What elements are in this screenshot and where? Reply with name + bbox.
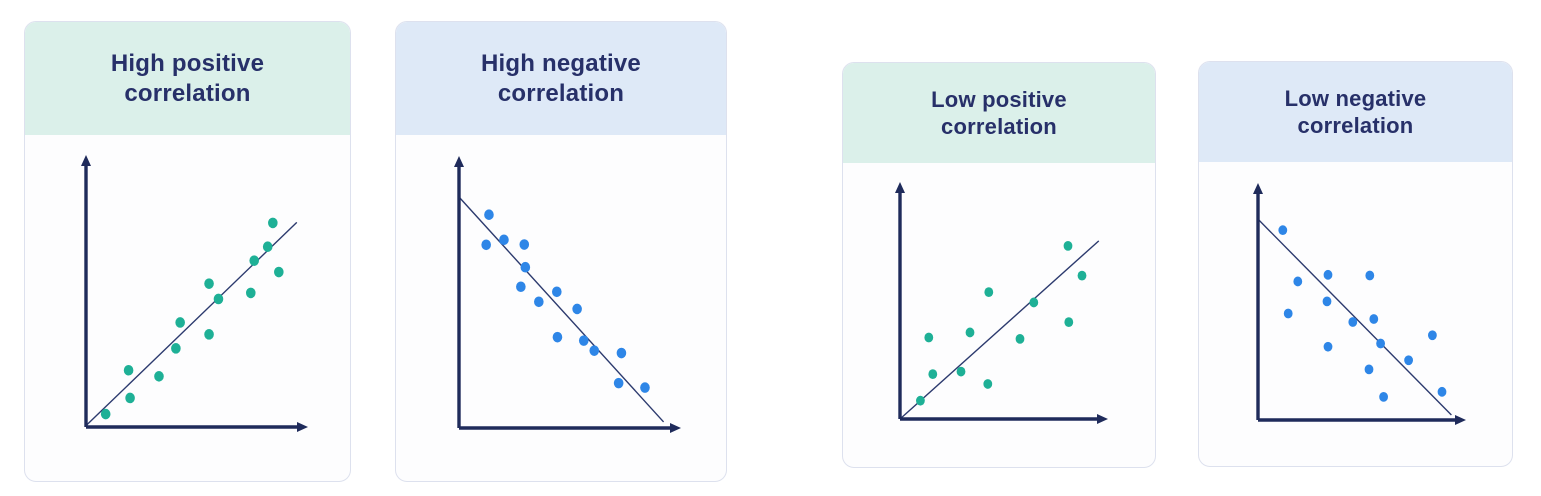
scatter-dot bbox=[481, 239, 491, 251]
scatter-dot bbox=[1322, 296, 1332, 307]
scatter-dot bbox=[100, 408, 111, 420]
scatter-dot bbox=[249, 255, 260, 266]
scatter-dot bbox=[1278, 225, 1288, 236]
trend-line bbox=[899, 240, 1100, 420]
scatter-dot bbox=[1376, 338, 1385, 349]
trend-line bbox=[458, 196, 665, 423]
scatter-dot bbox=[175, 317, 185, 328]
card-body bbox=[25, 135, 350, 481]
scatter-dot bbox=[956, 366, 966, 377]
scatter-dot bbox=[213, 293, 224, 305]
scatter-dot bbox=[1428, 330, 1437, 341]
scatter-dot bbox=[640, 382, 650, 393]
card-header-high-positive: High positive correlation bbox=[25, 22, 350, 135]
scatter-dot bbox=[154, 371, 164, 382]
scatter-chart-high-negative bbox=[454, 156, 681, 433]
card-high-positive-correlation: High positive correlation bbox=[24, 21, 351, 482]
y-axis-arrow-icon bbox=[81, 155, 91, 166]
scatter-dot bbox=[1379, 391, 1388, 402]
scatter-dot bbox=[589, 345, 600, 356]
scatter-dot bbox=[204, 278, 214, 289]
scatter-dot bbox=[520, 261, 531, 273]
scatter-chart-low-negative bbox=[1253, 183, 1466, 425]
card-title: Low positive correlation bbox=[931, 86, 1067, 140]
scatter-dot bbox=[1369, 314, 1379, 324]
scatter-dot bbox=[1323, 269, 1333, 280]
card-low-negative-correlation: Low negative correlation bbox=[1198, 61, 1513, 467]
scatter-dot bbox=[171, 343, 181, 354]
scatter-dot bbox=[204, 329, 214, 340]
scatter-dot bbox=[1283, 308, 1293, 319]
scatter-dot bbox=[484, 209, 494, 220]
scatter-dot bbox=[613, 377, 624, 389]
scatter-dot bbox=[1404, 355, 1413, 366]
scatter-chart-high-positive bbox=[81, 155, 308, 432]
scatter-dot bbox=[499, 234, 509, 246]
card-title: High negative correlation bbox=[481, 49, 641, 107]
scatter-dot bbox=[572, 303, 582, 315]
x-axis-arrow-icon bbox=[1455, 415, 1466, 425]
trend-line bbox=[1257, 218, 1452, 416]
x-axis-arrow-icon bbox=[670, 423, 681, 433]
scatter-dot bbox=[1077, 270, 1087, 281]
x-axis-arrow-icon bbox=[297, 422, 308, 432]
scatter-dot bbox=[245, 287, 256, 299]
card-body bbox=[843, 163, 1155, 467]
scatter-dot bbox=[274, 266, 284, 278]
card-title: Low negative correlation bbox=[1284, 85, 1427, 139]
scatter-dot bbox=[616, 347, 627, 359]
scatter-dot bbox=[262, 241, 273, 252]
scatter-dot bbox=[1063, 240, 1073, 251]
scatter-chart-low-positive bbox=[895, 182, 1108, 424]
scatter-dot bbox=[551, 286, 562, 298]
scatter-dot bbox=[1015, 333, 1025, 344]
scatter-dot bbox=[1365, 270, 1375, 281]
scatter-dot bbox=[1029, 297, 1039, 308]
scatter-dot bbox=[916, 395, 925, 406]
y-axis-arrow-icon bbox=[1253, 183, 1263, 194]
y-axis-arrow-icon bbox=[454, 156, 464, 167]
scatter-dot bbox=[534, 296, 544, 308]
card-low-positive-correlation: Low positive correlation bbox=[842, 62, 1156, 468]
trend-line bbox=[85, 221, 298, 427]
card-high-negative-correlation: High negative correlation bbox=[395, 21, 727, 482]
card-header-low-negative: Low negative correlation bbox=[1199, 62, 1512, 162]
scatter-dot bbox=[965, 327, 975, 338]
scatter-dot bbox=[268, 217, 278, 229]
scatter-dot bbox=[1323, 341, 1333, 352]
scatter-dot bbox=[1348, 317, 1358, 327]
scatter-dot bbox=[1064, 317, 1074, 328]
scatter-dot bbox=[516, 281, 526, 293]
y-axis-arrow-icon bbox=[895, 182, 905, 193]
scatter-dot bbox=[1437, 386, 1447, 397]
scatter-dot bbox=[125, 392, 135, 404]
card-title: High positive correlation bbox=[110, 49, 265, 107]
card-header-low-positive: Low positive correlation bbox=[843, 63, 1155, 163]
scatter-dot bbox=[519, 239, 530, 250]
scatter-dot bbox=[578, 335, 589, 346]
scatter-dot bbox=[552, 331, 563, 343]
scatter-dot bbox=[1293, 276, 1303, 287]
card-header-high-negative: High negative correlation bbox=[396, 22, 726, 135]
card-body bbox=[1199, 162, 1512, 466]
scatter-dot bbox=[983, 379, 993, 389]
scatter-dot bbox=[924, 332, 934, 343]
card-body bbox=[396, 135, 726, 481]
x-axis-arrow-icon bbox=[1097, 414, 1108, 424]
scatter-dot bbox=[984, 287, 994, 298]
scatter-dot bbox=[123, 364, 134, 376]
scatter-dot bbox=[1364, 364, 1374, 375]
scatter-dot bbox=[928, 369, 938, 380]
